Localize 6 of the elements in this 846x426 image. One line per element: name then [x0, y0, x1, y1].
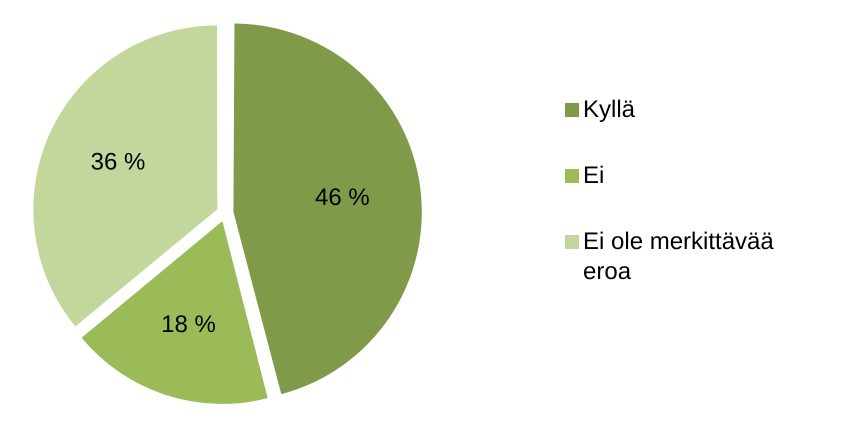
data-label: 18 % — [161, 311, 216, 338]
legend-label: Ei ole merkittävää eroa — [583, 227, 775, 287]
data-label: 46 % — [315, 184, 370, 211]
legend-label: Ei — [583, 161, 606, 191]
data-label: 36 % — [90, 148, 146, 176]
legend-label: Kyllä — [583, 95, 636, 125]
